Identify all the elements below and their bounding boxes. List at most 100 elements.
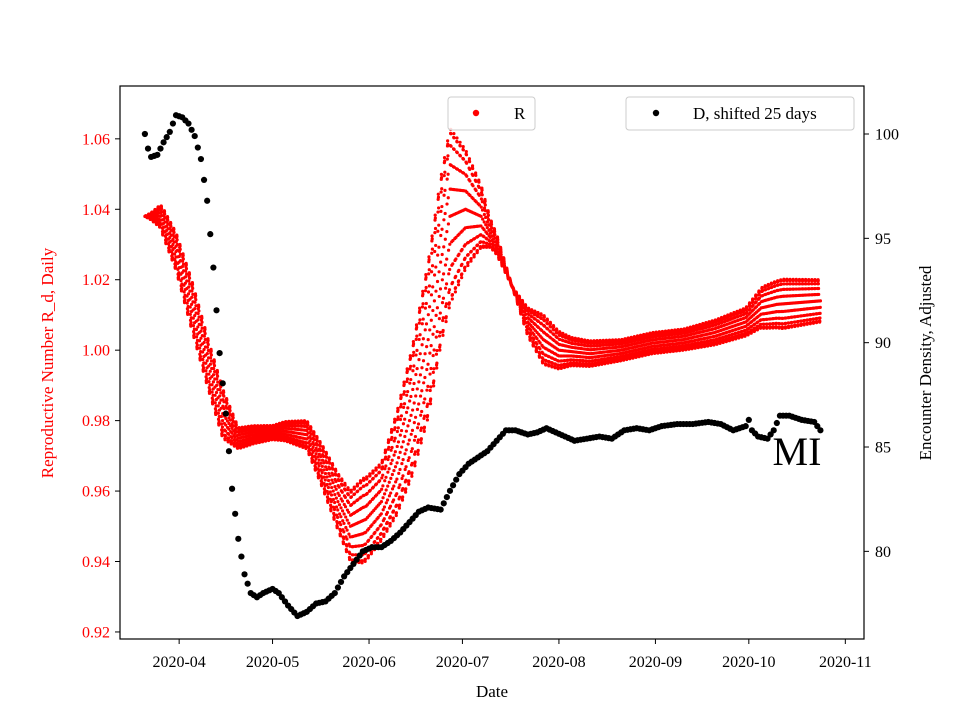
r-point (348, 552, 352, 556)
r-point (555, 328, 559, 332)
r-point (460, 262, 464, 266)
r-point (787, 321, 791, 325)
r-point (757, 292, 761, 296)
r-point (364, 542, 368, 546)
r-point (447, 272, 451, 276)
r-point (216, 404, 220, 408)
r-point (379, 512, 383, 516)
r-point (423, 289, 428, 293)
r-point (385, 498, 390, 502)
r-point (430, 237, 434, 241)
r-point (423, 328, 427, 332)
r-point (169, 222, 173, 226)
r-point (445, 157, 449, 161)
r-point (417, 321, 421, 325)
r-point (224, 423, 228, 427)
r-point (180, 265, 185, 269)
r-point (332, 513, 336, 517)
r-point (402, 382, 406, 386)
r-point (189, 323, 193, 328)
r-point (389, 491, 393, 495)
r-point (416, 448, 420, 452)
r-point (471, 184, 475, 188)
r-point (640, 352, 645, 356)
r-point (427, 268, 431, 272)
r-point (522, 319, 526, 323)
r-point (337, 503, 342, 507)
r-point (477, 193, 481, 197)
r-point (555, 331, 559, 335)
r-point (331, 467, 335, 471)
r-point (208, 388, 212, 392)
r-point (312, 438, 316, 442)
r-point (444, 282, 449, 286)
r-point (326, 485, 331, 490)
r-point (409, 364, 413, 368)
r-point (378, 479, 382, 483)
r-point (231, 416, 235, 420)
x-tick-label: 2020-06 (342, 654, 395, 671)
r-point (446, 154, 450, 158)
r-point (341, 519, 345, 523)
r-point (228, 413, 232, 417)
r-point (222, 400, 226, 404)
r-point (315, 443, 319, 447)
r-point (203, 327, 207, 331)
r-point (407, 479, 411, 483)
r-point (469, 249, 473, 254)
r-point (215, 374, 220, 378)
r-point (310, 458, 315, 462)
r-point (545, 322, 550, 326)
r-point (457, 252, 461, 256)
r-point (394, 503, 399, 507)
r-point (198, 346, 202, 350)
r-point (802, 318, 806, 323)
r-point (410, 474, 414, 478)
r-point (289, 439, 293, 443)
right-y-axis-label: Encounter Density, Adjusted (916, 265, 935, 460)
r-point (417, 402, 421, 406)
r-point (340, 509, 345, 513)
r-point (762, 325, 766, 329)
r-point (441, 316, 445, 320)
r-point (422, 381, 426, 385)
r-point (539, 322, 544, 326)
r-point (651, 332, 656, 337)
r-point (463, 265, 467, 269)
r-point (388, 521, 392, 526)
r-point (422, 401, 426, 405)
r-point (196, 318, 200, 322)
r-point (341, 540, 346, 545)
r-point (622, 356, 626, 360)
r-point (421, 289, 425, 293)
r-point (390, 487, 395, 491)
r-point (728, 336, 732, 340)
r-point (466, 263, 470, 268)
r-point (526, 324, 530, 328)
r-point (749, 328, 754, 332)
r-point (549, 325, 553, 329)
r-point (486, 217, 491, 222)
r-point (488, 242, 492, 247)
r-point (173, 252, 177, 256)
r-point (534, 349, 539, 353)
r-point (393, 465, 398, 469)
r-point (389, 462, 393, 466)
r-point (191, 286, 195, 290)
right-y-tick-label: 100 (875, 126, 899, 143)
r-point (790, 324, 794, 328)
r-point (472, 252, 476, 257)
r-point (693, 344, 698, 348)
r-point (464, 150, 468, 154)
r-point (370, 523, 374, 527)
r-point (609, 358, 613, 362)
r-point (396, 415, 400, 419)
r-point (217, 419, 221, 423)
r-point (483, 209, 488, 213)
r-point (420, 343, 424, 347)
r-point (209, 353, 213, 357)
r-point (456, 283, 461, 287)
r-point (465, 161, 469, 165)
r-point (773, 281, 777, 285)
r-point (482, 212, 486, 217)
